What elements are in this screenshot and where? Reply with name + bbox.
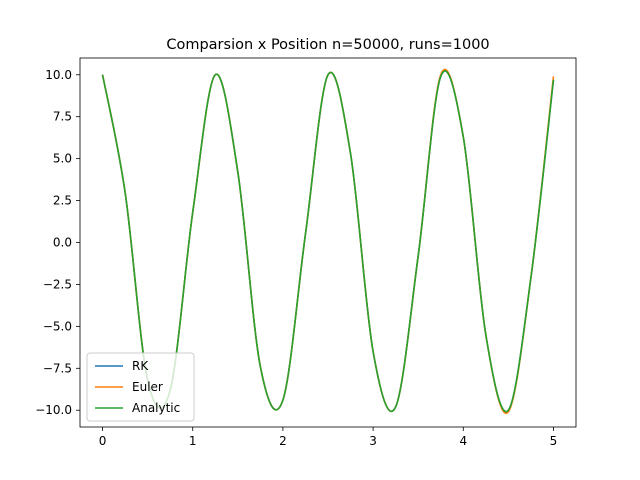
x-tick-label: 5 [550,434,558,448]
y-tick-label: −7.5 [43,361,72,375]
x-tick-label: 2 [279,434,287,448]
x-tick-label: 0 [99,434,107,448]
y-axis: 10.0 7.5 5.0 2.5 0.0 −2.5 −5.0 −7.5 −10.0 [35,68,80,417]
legend-label-rk: RK [132,359,149,373]
x-tick-label: 4 [459,434,467,448]
plot-area: 0 1 2 3 4 5 10.0 7.5 5.0 2.5 0.0 −2.5 −5.0 −7.5 −10.0 [35,57,577,448]
series-layer [101,68,555,415]
y-tick-label: 7.5 [53,110,72,124]
x-tick-label: 1 [189,434,197,448]
x-tick-label: 3 [369,434,377,448]
y-tick-label: 2.5 [53,194,72,208]
legend-label-euler: Euler [132,380,163,394]
legend-box [86,352,195,422]
chart-title: Comparsion x Position n=50000, runs=1000 [166,37,489,53]
legend: RK Euler Analytic [86,352,195,422]
legend-label-analytic: Analytic [132,401,180,415]
y-tick-label: 10.0 [45,68,72,82]
y-tick-label: 5.0 [53,152,72,166]
y-tick-label: 0.0 [53,236,72,250]
series-line-analytic [101,70,555,413]
y-tick-label: −2.5 [43,277,72,291]
y-tick-label: −10.0 [35,403,72,417]
x-axis: 0 1 2 3 4 5 [99,427,558,448]
y-tick-label: −5.0 [43,319,72,333]
